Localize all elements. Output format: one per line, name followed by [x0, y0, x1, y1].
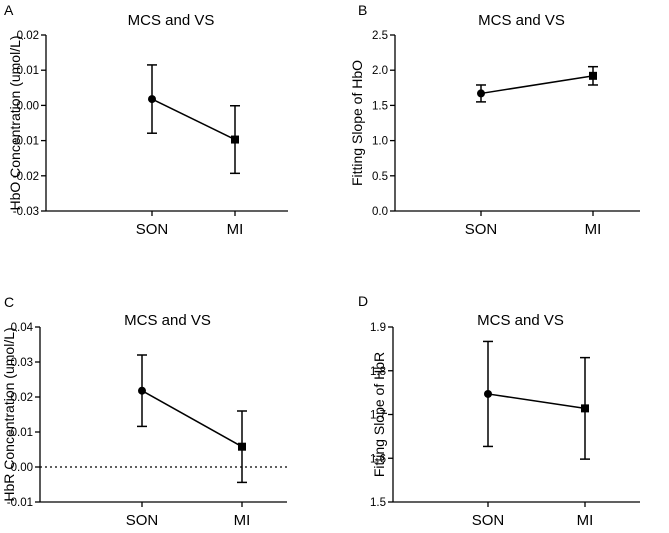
series-line	[141, 390, 243, 448]
data-point-square	[581, 404, 589, 413]
y-tick-label: 2.0	[372, 65, 388, 77]
series-line	[480, 75, 594, 95]
y-tick-label: 0.04	[11, 322, 34, 334]
y-tick-label: -0.03	[13, 206, 39, 218]
chart-title: MCS and VS	[124, 312, 211, 329]
y-tick-label: 0.00	[17, 100, 39, 112]
y-axis-title: HbR Concentration (umol/L)	[1, 327, 17, 501]
chart-title: MCS and VS	[478, 12, 565, 29]
series-line	[151, 98, 236, 141]
panel-letter: D	[358, 293, 368, 309]
x-category-label: SON	[472, 512, 505, 528]
panel-letter: A	[4, 2, 14, 18]
chart-title: MCS and VS	[477, 312, 564, 329]
y-tick-label: 0.02	[11, 392, 33, 404]
series-line	[487, 393, 586, 410]
x-category-label: MI	[577, 512, 594, 528]
y-tick-label: 1.0	[372, 136, 388, 148]
panel-d: D MCS and VS 1.5 1.6 1.7 1.8 1.9 SON MI Fitting S…	[358, 293, 640, 529]
panel-a: A MCS and VS -0.03 -0.02 -0.01 0.00 0.01 0.02 SO…	[4, 2, 288, 238]
x-category-label: MI	[234, 512, 251, 528]
y-tick-label: 0.00	[11, 462, 33, 474]
y-tick-label: 0.01	[17, 65, 39, 77]
y-tick-label: 0.0	[372, 206, 388, 218]
y-tick-label: 0.01	[11, 427, 33, 439]
panel-b: B MCS and VS 0.0 0.5 1.0 1.5 2.0 2.5 SON MI Fittin…	[349, 2, 640, 238]
y-axis-title: HbO Concentration (umol/L)	[7, 35, 23, 210]
panel-letter: C	[4, 294, 14, 310]
y-tick-label: -0.02	[13, 171, 39, 183]
y-tick-label: 2.5	[372, 30, 388, 42]
x-category-label: SON	[465, 221, 498, 238]
data-point-square	[231, 135, 239, 144]
data-point-circle	[477, 89, 485, 98]
y-tick-label: 1.5	[372, 100, 388, 112]
y-tick-label: 1.8	[370, 366, 386, 378]
data-point-circle	[148, 95, 156, 104]
chart-title: MCS and VS	[128, 12, 215, 29]
y-tick-label: 0.02	[17, 30, 39, 42]
y-tick-label: 0.5	[372, 171, 388, 183]
x-category-label: SON	[126, 512, 159, 528]
y-tick-label: 1.6	[370, 453, 386, 465]
data-point-square	[238, 442, 246, 451]
y-tick-label: 0.03	[11, 357, 33, 369]
data-point-circle	[484, 389, 492, 398]
y-tick-label: 1.7	[370, 410, 386, 422]
y-axis-title: Fitting Slope of HbO	[349, 60, 365, 186]
x-category-label: SON	[136, 221, 169, 238]
y-tick-label: 1.9	[370, 322, 386, 334]
data-point-circle	[138, 386, 146, 395]
y-tick-label: -0.01	[7, 497, 33, 509]
panel-c: C MCS and VS -0.01 0.00 0.01 0.02 0.03 0.04 SON M…	[1, 294, 287, 529]
x-category-label: MI	[227, 221, 244, 238]
y-axis-title: Fitting Slope of HbR	[371, 352, 387, 477]
y-tick-label: -0.01	[13, 136, 39, 148]
data-point-square	[589, 71, 597, 80]
panel-letter: B	[358, 2, 367, 18]
y-tick-label: 1.5	[370, 497, 386, 509]
x-category-label: MI	[585, 221, 602, 238]
